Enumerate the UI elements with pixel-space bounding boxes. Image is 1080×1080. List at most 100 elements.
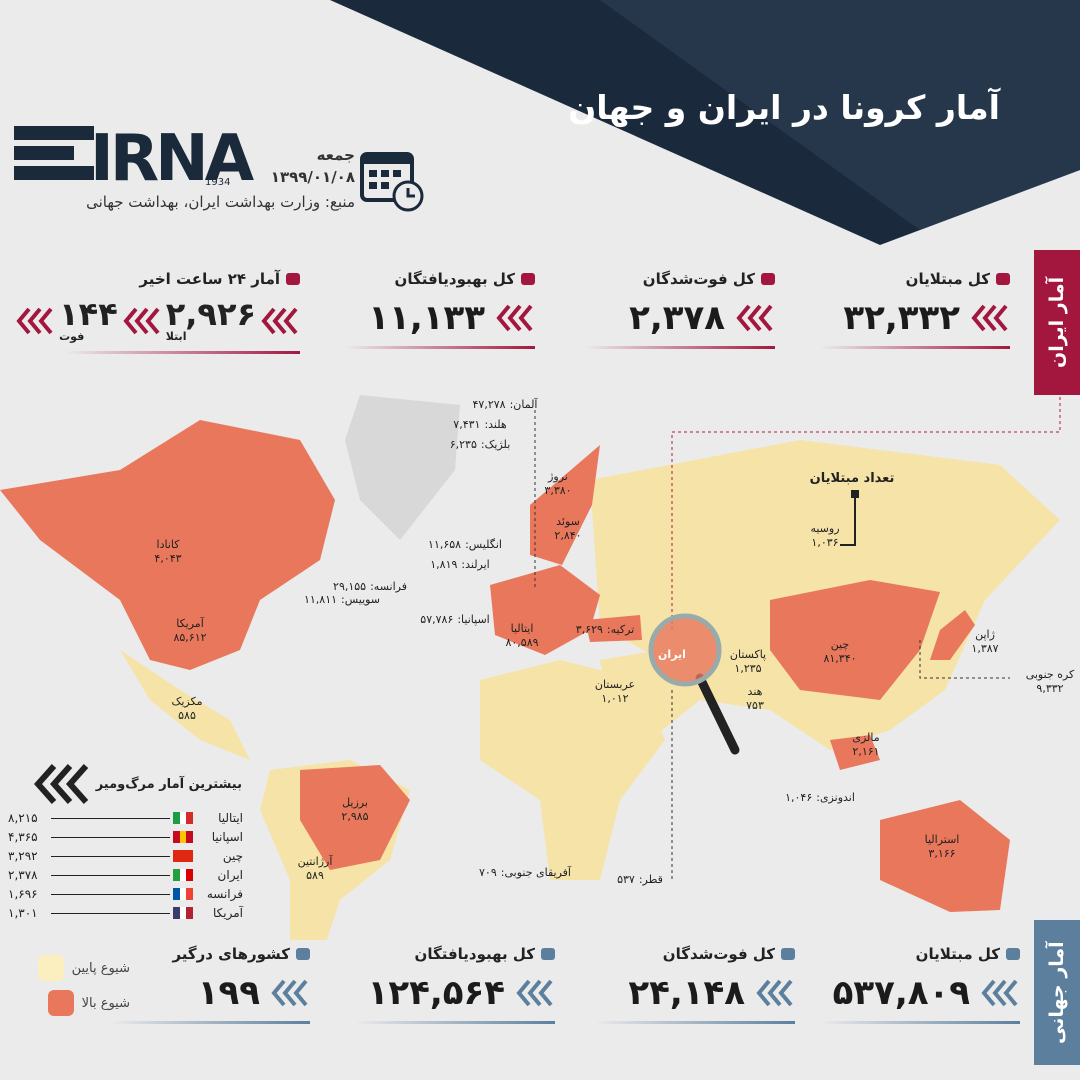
country-name: سوییس:	[341, 593, 381, 606]
map-label: قطر:۵۳۷	[617, 873, 663, 887]
last-24h: آمار ۲۴ ساعت اخیر ۲,۹۲۶ ابتلا ۱۴۴ فوت	[16, 270, 300, 354]
country-cases: ۱,۳۸۷	[971, 642, 999, 655]
map-label: روسیه ۱,۰۳۶	[810, 522, 839, 550]
map-label: چین ۸۱,۳۴۰	[823, 638, 856, 666]
country-cases: ۲۹,۱۵۵	[333, 580, 367, 593]
country-cases: ۱,۰۴۶	[785, 791, 813, 804]
deaths-row: ۲,۳۷۸ ایران	[8, 867, 243, 883]
country-name: پاکستان	[729, 648, 767, 661]
chevrons	[970, 303, 1010, 333]
shape	[381, 182, 389, 189]
chevrons	[260, 306, 300, 336]
country-name: سوئد	[556, 515, 580, 528]
flag-stripe	[179, 812, 187, 824]
stat-title: کل فوت‌شدگان	[662, 945, 775, 963]
country-cases: ۵۸۵	[178, 709, 196, 722]
death-country: ایران	[217, 868, 243, 882]
stat-heading: آمار ۲۴ ساعت اخیر	[65, 270, 300, 288]
shape	[369, 170, 401, 189]
country-name: انگلیس:	[465, 538, 502, 551]
country-cases: ۳,۳۸۰	[544, 484, 572, 497]
icon	[296, 948, 310, 960]
stat-title: کشورهای درگیر	[172, 945, 290, 963]
stat-block: کل مبتلایان ۳۲,۳۳۲	[820, 270, 1010, 349]
death-value: ۲,۳۷۸	[8, 868, 38, 882]
map-label: ترکیه:۳,۶۲۹	[576, 623, 634, 637]
shape	[261, 307, 298, 334]
leader-line	[51, 817, 170, 819]
country-cases: ۲,۱۶۱	[852, 745, 880, 758]
shape	[981, 979, 1018, 1007]
country-cases: ۹,۳۳۲	[1036, 682, 1064, 695]
map-label: مکزیک ۵۸۵	[172, 695, 203, 723]
map-label: آفریقای جنوبی:۷۰۹	[479, 866, 571, 880]
shape	[261, 307, 298, 334]
stat-row: ۲۴,۱۴۸	[595, 973, 795, 1013]
underline	[585, 346, 775, 349]
country-cases: ۴۷,۲۷۸	[472, 398, 506, 411]
stat-heading: کل بهبودیافتگان	[345, 270, 535, 288]
shape	[880, 800, 1010, 912]
country-name: ایرلند:	[461, 558, 490, 571]
flag	[173, 907, 194, 919]
map-label: کره جنوبی ۹,۳۳۲	[1026, 668, 1075, 696]
flag-stripe	[173, 907, 180, 919]
flag-stripe	[173, 850, 180, 862]
map-label: نروژ ۳,۳۸۰	[544, 470, 571, 498]
map-title: تعداد مبتلایان	[809, 471, 895, 486]
shape	[930, 610, 975, 660]
country-name: هند	[747, 685, 763, 698]
flag-stripe	[186, 869, 194, 881]
underline	[355, 1021, 555, 1024]
icon	[761, 273, 775, 285]
underline	[345, 346, 535, 349]
country-cases: ۷۰۹	[479, 866, 497, 879]
stat-title: کل مبتلایان	[915, 945, 1000, 963]
flag-stripe	[173, 888, 180, 900]
country-name: نروژ	[548, 470, 568, 483]
country-cases: ۳,۱۶۶	[928, 847, 956, 860]
death-value: ۱,۶۹۶	[8, 887, 38, 901]
map-label: سوییس:۱۱,۸۱۱	[304, 593, 380, 607]
country-name: روسیه	[810, 522, 840, 535]
shape	[47, 990, 74, 1016]
stat-block: کل بهبودیافتگان ۱۱,۱۳۳	[345, 270, 535, 349]
shape	[971, 304, 1008, 332]
country-cases: ۵۳۷	[617, 873, 635, 886]
country-cases: ۳,۶۲۹	[575, 623, 603, 636]
map-label: آلمان:۴۷,۲۷۸	[473, 398, 538, 412]
leader-line	[51, 855, 170, 857]
deaths-row: ۳,۲۹۲ چین	[8, 848, 243, 864]
country-cases: ۶,۲۳۵	[449, 438, 477, 451]
shape	[14, 146, 74, 160]
shape	[16, 307, 53, 334]
header-band	[330, 0, 1080, 245]
country-cases: ۱,۲۳۵	[734, 662, 762, 675]
country-name: چین	[830, 638, 850, 651]
stat-title: کل بهبودیافتگان	[414, 945, 535, 963]
flag-stripe	[186, 812, 194, 824]
shape	[369, 182, 377, 189]
country-cases: ۲,۸۴۰	[554, 529, 582, 542]
country-name: عربستان	[594, 678, 636, 691]
shape	[736, 304, 773, 332]
stat-value: ۱۱,۱۳۳	[368, 298, 485, 338]
shape	[756, 979, 793, 1007]
map-label: پاکستان ۱,۲۳۵	[730, 648, 766, 676]
stat-block: کل مبتلایان ۵۳۷,۸۰۹	[820, 945, 1020, 1024]
death-country: آمریکا	[212, 906, 243, 920]
death-value: ۱,۳۰۱	[8, 906, 38, 920]
shape	[406, 188, 415, 198]
flag-stripe	[173, 831, 180, 843]
country-name: استرالیا	[924, 833, 960, 846]
title: آمار کرونا در ایران و جهان	[568, 88, 1000, 127]
stat-value: ۳۲,۳۳۲	[843, 298, 960, 338]
cases-label: ابتلا	[165, 330, 187, 343]
shape	[123, 307, 160, 334]
country-name: کره جنوبی	[1025, 668, 1075, 681]
stat-block: کل بهبودیافتگان ۱۲۴,۵۶۴	[355, 945, 555, 1024]
shape	[123, 307, 160, 334]
map-label: اسپانیا:۵۷,۷۸۶	[420, 613, 489, 627]
flag-stripe	[186, 831, 194, 843]
